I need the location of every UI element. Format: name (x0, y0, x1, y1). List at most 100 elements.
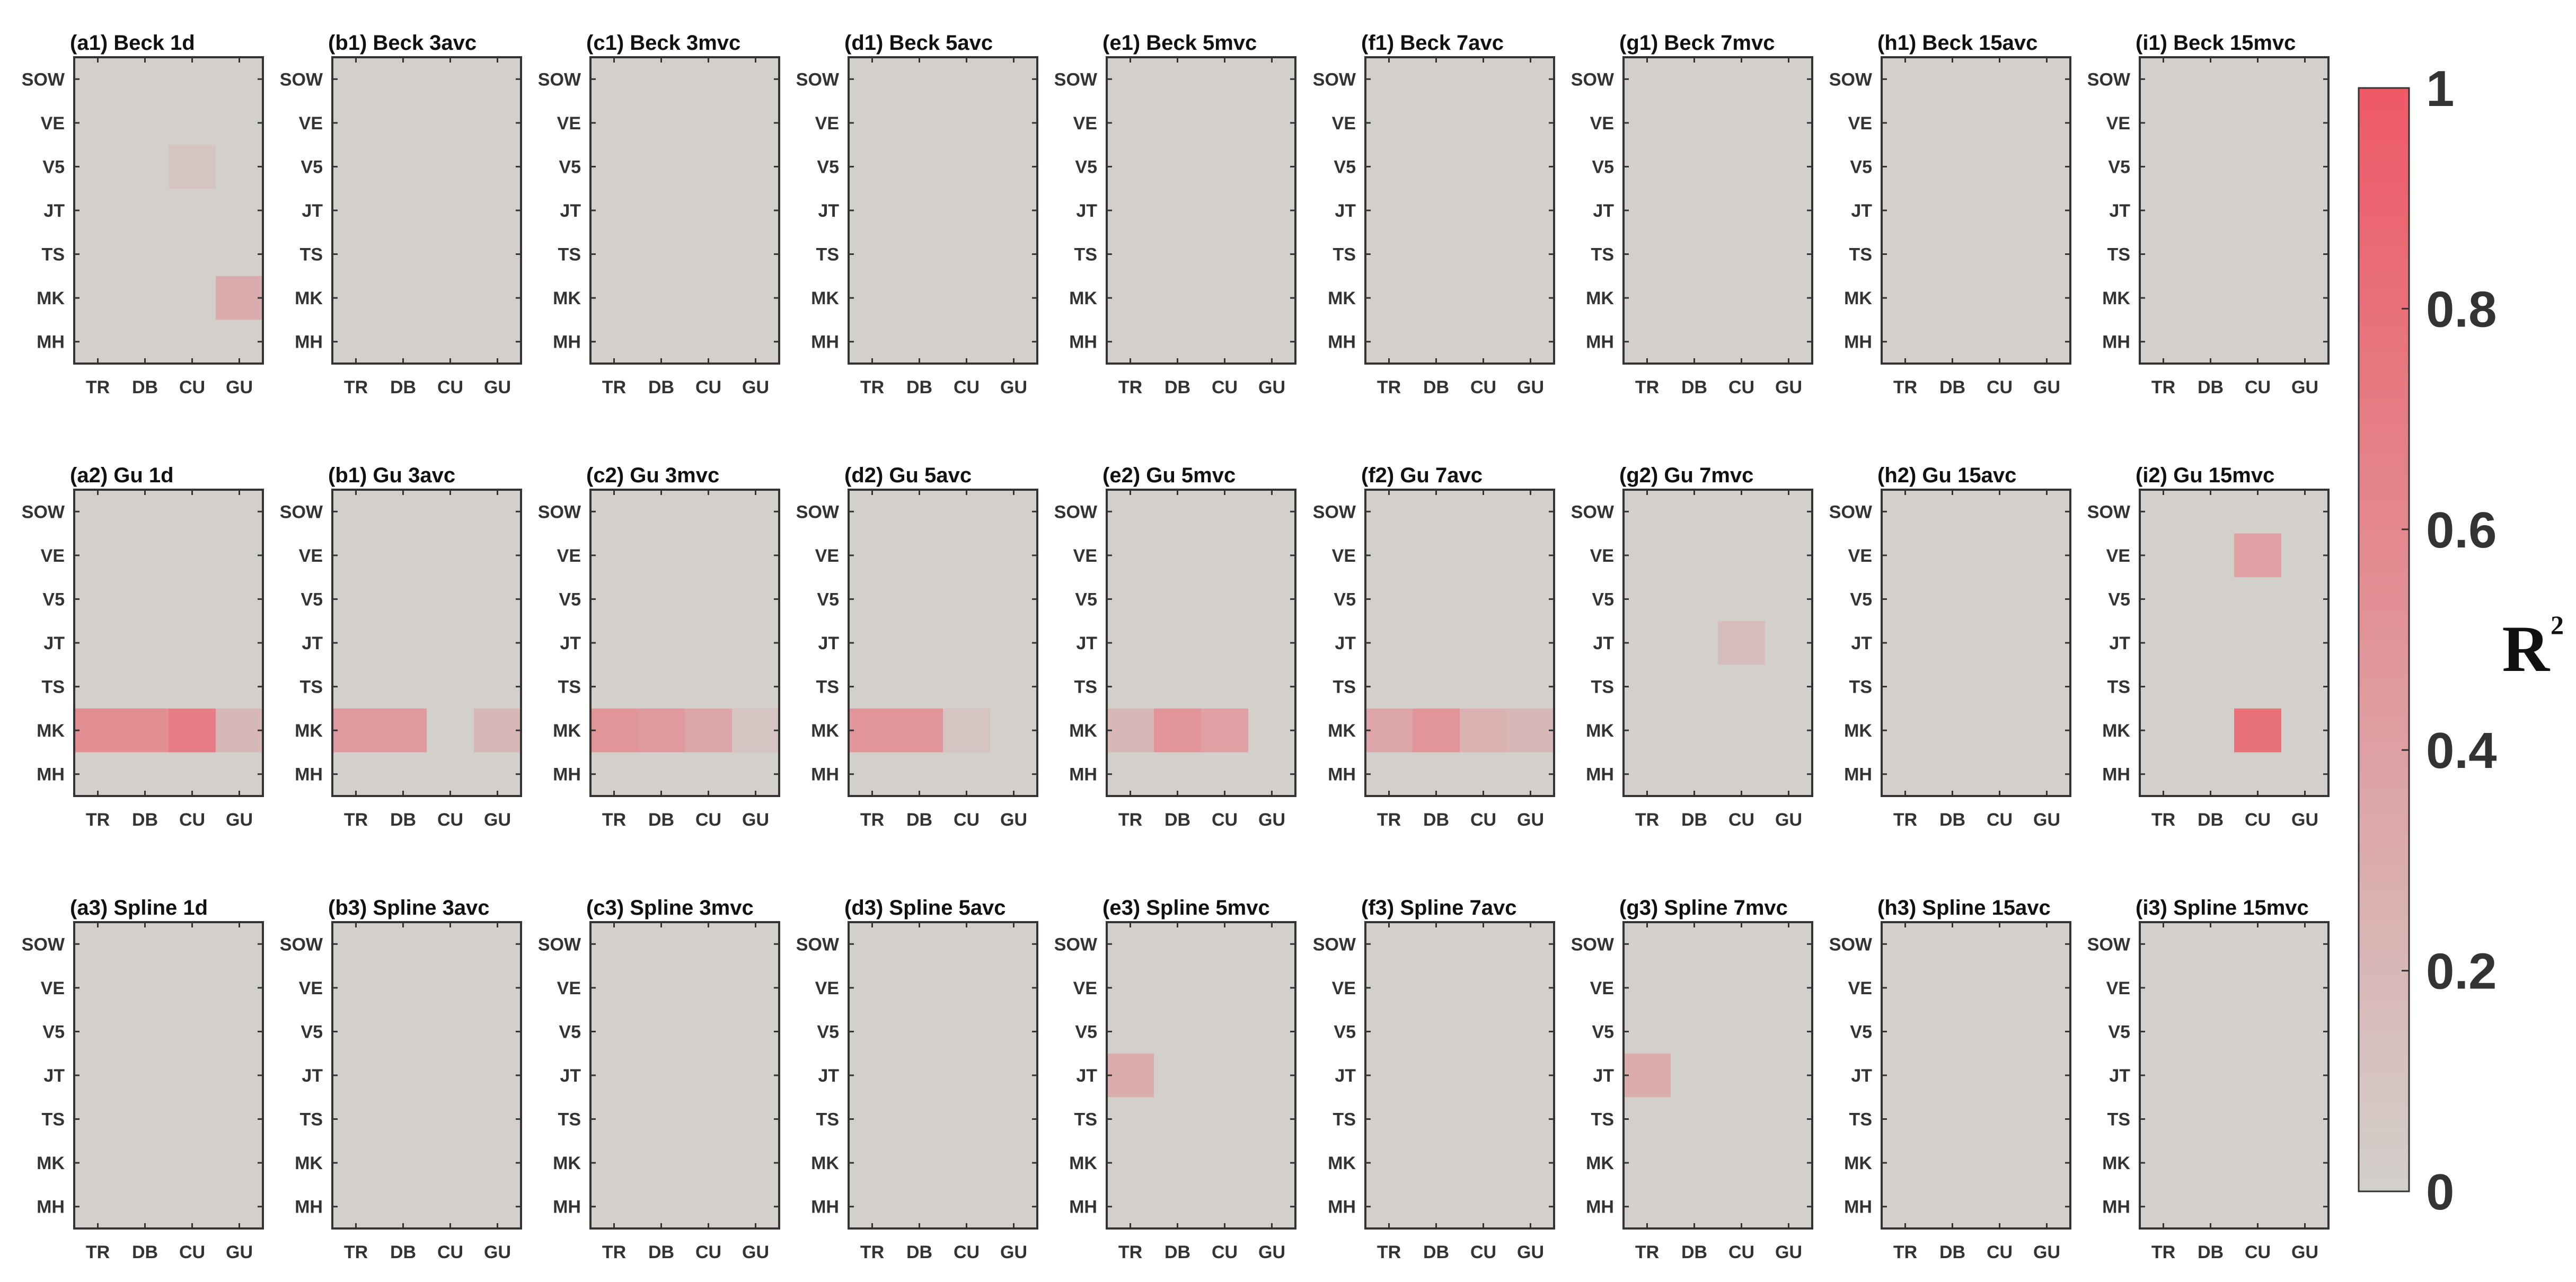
y-tick-label: SOW (1829, 502, 1873, 522)
y-tick-label: V5 (559, 157, 581, 177)
x-tick-label: GU (1517, 810, 1544, 830)
x-tick-label: DB (1681, 810, 1707, 830)
y-tick-label: MK (553, 1153, 581, 1173)
x-tick-label: CU (437, 377, 463, 397)
x-tick-label: DB (1681, 1242, 1707, 1262)
x-tick-label: TR (2151, 1242, 2175, 1262)
y-tick-label: MK (37, 288, 65, 308)
x-tick-label: CU (437, 1242, 463, 1262)
colorbar-tick-label: 0 (2426, 1164, 2454, 1221)
x-tick-label: GU (1000, 1242, 1027, 1262)
y-tick-label: MH (295, 765, 323, 785)
x-tick-label: TR (602, 1242, 626, 1262)
panel-background (1882, 57, 2070, 364)
x-tick-label: CU (1728, 377, 1754, 397)
y-tick-label: SOW (1829, 934, 1873, 954)
y-tick-label: JT (1851, 633, 1872, 653)
x-tick-label: DB (1423, 1242, 1449, 1262)
x-tick-label: TR (1377, 377, 1401, 397)
x-tick-label: GU (1258, 1242, 1285, 1262)
y-tick-label: SOW (538, 934, 581, 954)
y-tick-label: VE (1590, 546, 1614, 566)
y-tick-label: JT (1851, 201, 1872, 221)
y-tick-label: JT (302, 633, 323, 653)
heatmap-panel: SOW VE V5 JT TS MK MH TR DB CU GU (b3) Spline 3avc (280, 896, 522, 1262)
panel-title: (d3) Spline 5avc (844, 896, 1006, 919)
x-tick-label: TR (1118, 1242, 1142, 1262)
heatmap-cell (169, 145, 216, 189)
panel-background (1107, 57, 1295, 364)
x-tick-label: CU (1212, 1242, 1238, 1262)
x-tick-label: GU (1258, 810, 1285, 830)
heatmap-cell (1718, 621, 1765, 665)
y-tick-label: MK (37, 721, 65, 741)
panel-title: (f2) Gu 7avc (1361, 464, 1483, 487)
y-tick-label: TS (42, 677, 65, 697)
y-tick-label: SOW (280, 502, 323, 522)
x-tick-label: CU (2245, 377, 2271, 397)
x-tick-label: GU (1258, 377, 1285, 397)
panel-title: (g1) Beck 7mvc (1619, 31, 1775, 55)
y-tick-label: MH (1844, 332, 1872, 352)
y-tick-label: VE (1848, 113, 1872, 134)
y-tick-label: MH (811, 1197, 839, 1217)
panel-background (2140, 57, 2328, 364)
y-tick-label: MH (2102, 1197, 2130, 1217)
heatmap-panel: SOW VE V5 JT TS MK MH TR DB CU GU (h1) Beck 15avc (1829, 31, 2071, 397)
y-tick-label: TS (558, 1110, 581, 1130)
y-tick-label: VE (1590, 113, 1614, 134)
y-tick-label: MH (1069, 332, 1097, 352)
panel-title: (b1) Beck 3avc (328, 31, 477, 55)
y-tick-label: SOW (796, 502, 840, 522)
y-tick-label: V5 (1592, 157, 1614, 177)
y-tick-label: SOW (22, 502, 65, 522)
heatmap-cell (332, 708, 380, 753)
x-tick-label: TR (1118, 810, 1142, 830)
panel-background (1365, 922, 1554, 1228)
x-tick-label: CU (695, 377, 721, 397)
x-tick-label: DB (1423, 810, 1449, 830)
y-tick-label: JT (1076, 201, 1097, 221)
panel-background (1365, 57, 1554, 364)
heatmap-panel: SOW VE V5 JT TS MK MH TR DB CU GU (g1) Beck 7mvc (1571, 31, 1813, 397)
y-tick-label: VE (1332, 546, 1356, 566)
heatmap-cell (590, 708, 638, 753)
x-tick-label: TR (86, 377, 110, 397)
y-tick-label: JT (43, 633, 65, 653)
y-tick-label: SOW (1054, 502, 1098, 522)
y-tick-label: JT (1593, 1066, 1614, 1086)
y-tick-label: MH (1069, 765, 1097, 785)
y-tick-label: MK (1069, 721, 1097, 741)
y-tick-label: TS (816, 677, 839, 697)
x-tick-label: DB (1939, 1242, 1965, 1262)
y-tick-label: V5 (42, 1022, 65, 1042)
y-tick-label: TS (300, 677, 323, 697)
y-tick-label: TS (1591, 1110, 1614, 1130)
y-tick-label: VE (299, 113, 323, 134)
y-tick-label: VE (1332, 978, 1356, 998)
heatmap-panel: SOW VE V5 JT TS MK MH TR DB CU GU (f3) Spline 7avc (1313, 896, 1555, 1262)
y-tick-label: MH (37, 332, 65, 352)
panel-title: (a2) Gu 1d (70, 464, 174, 487)
y-tick-label: VE (41, 546, 65, 566)
heatmap-cell (74, 708, 121, 753)
x-tick-label: TR (1377, 810, 1401, 830)
panel-background (849, 922, 1037, 1228)
x-tick-label: TR (1118, 377, 1142, 397)
heatmap-panel: SOW VE V5 JT TS MK MH TR DB CU GU (a3) Spline 1d (22, 896, 264, 1262)
x-tick-label: CU (1470, 1242, 1496, 1262)
panel-title: (b1) Gu 3avc (328, 464, 455, 487)
y-tick-label: SOW (2087, 502, 2131, 522)
y-tick-label: MH (811, 765, 839, 785)
x-tick-label: DB (2198, 810, 2224, 830)
panel-title: (f3) Spline 7avc (1361, 896, 1516, 919)
y-tick-label: V5 (1850, 1022, 1872, 1042)
y-tick-label: SOW (538, 502, 581, 522)
y-tick-label: V5 (42, 589, 65, 609)
heatmap-panel: SOW VE V5 JT TS MK MH TR DB CU GU (c3) Spline 3mvc (538, 896, 780, 1262)
panel-title: (c3) Spline 3mvc (586, 896, 754, 919)
x-tick-label: GU (226, 810, 253, 830)
heatmap-panel: SOW VE V5 JT TS MK MH TR DB CU GU (a1) Beck 1d (22, 31, 264, 397)
heatmap-cell (1460, 708, 1507, 753)
y-tick-label: TS (2107, 245, 2130, 265)
